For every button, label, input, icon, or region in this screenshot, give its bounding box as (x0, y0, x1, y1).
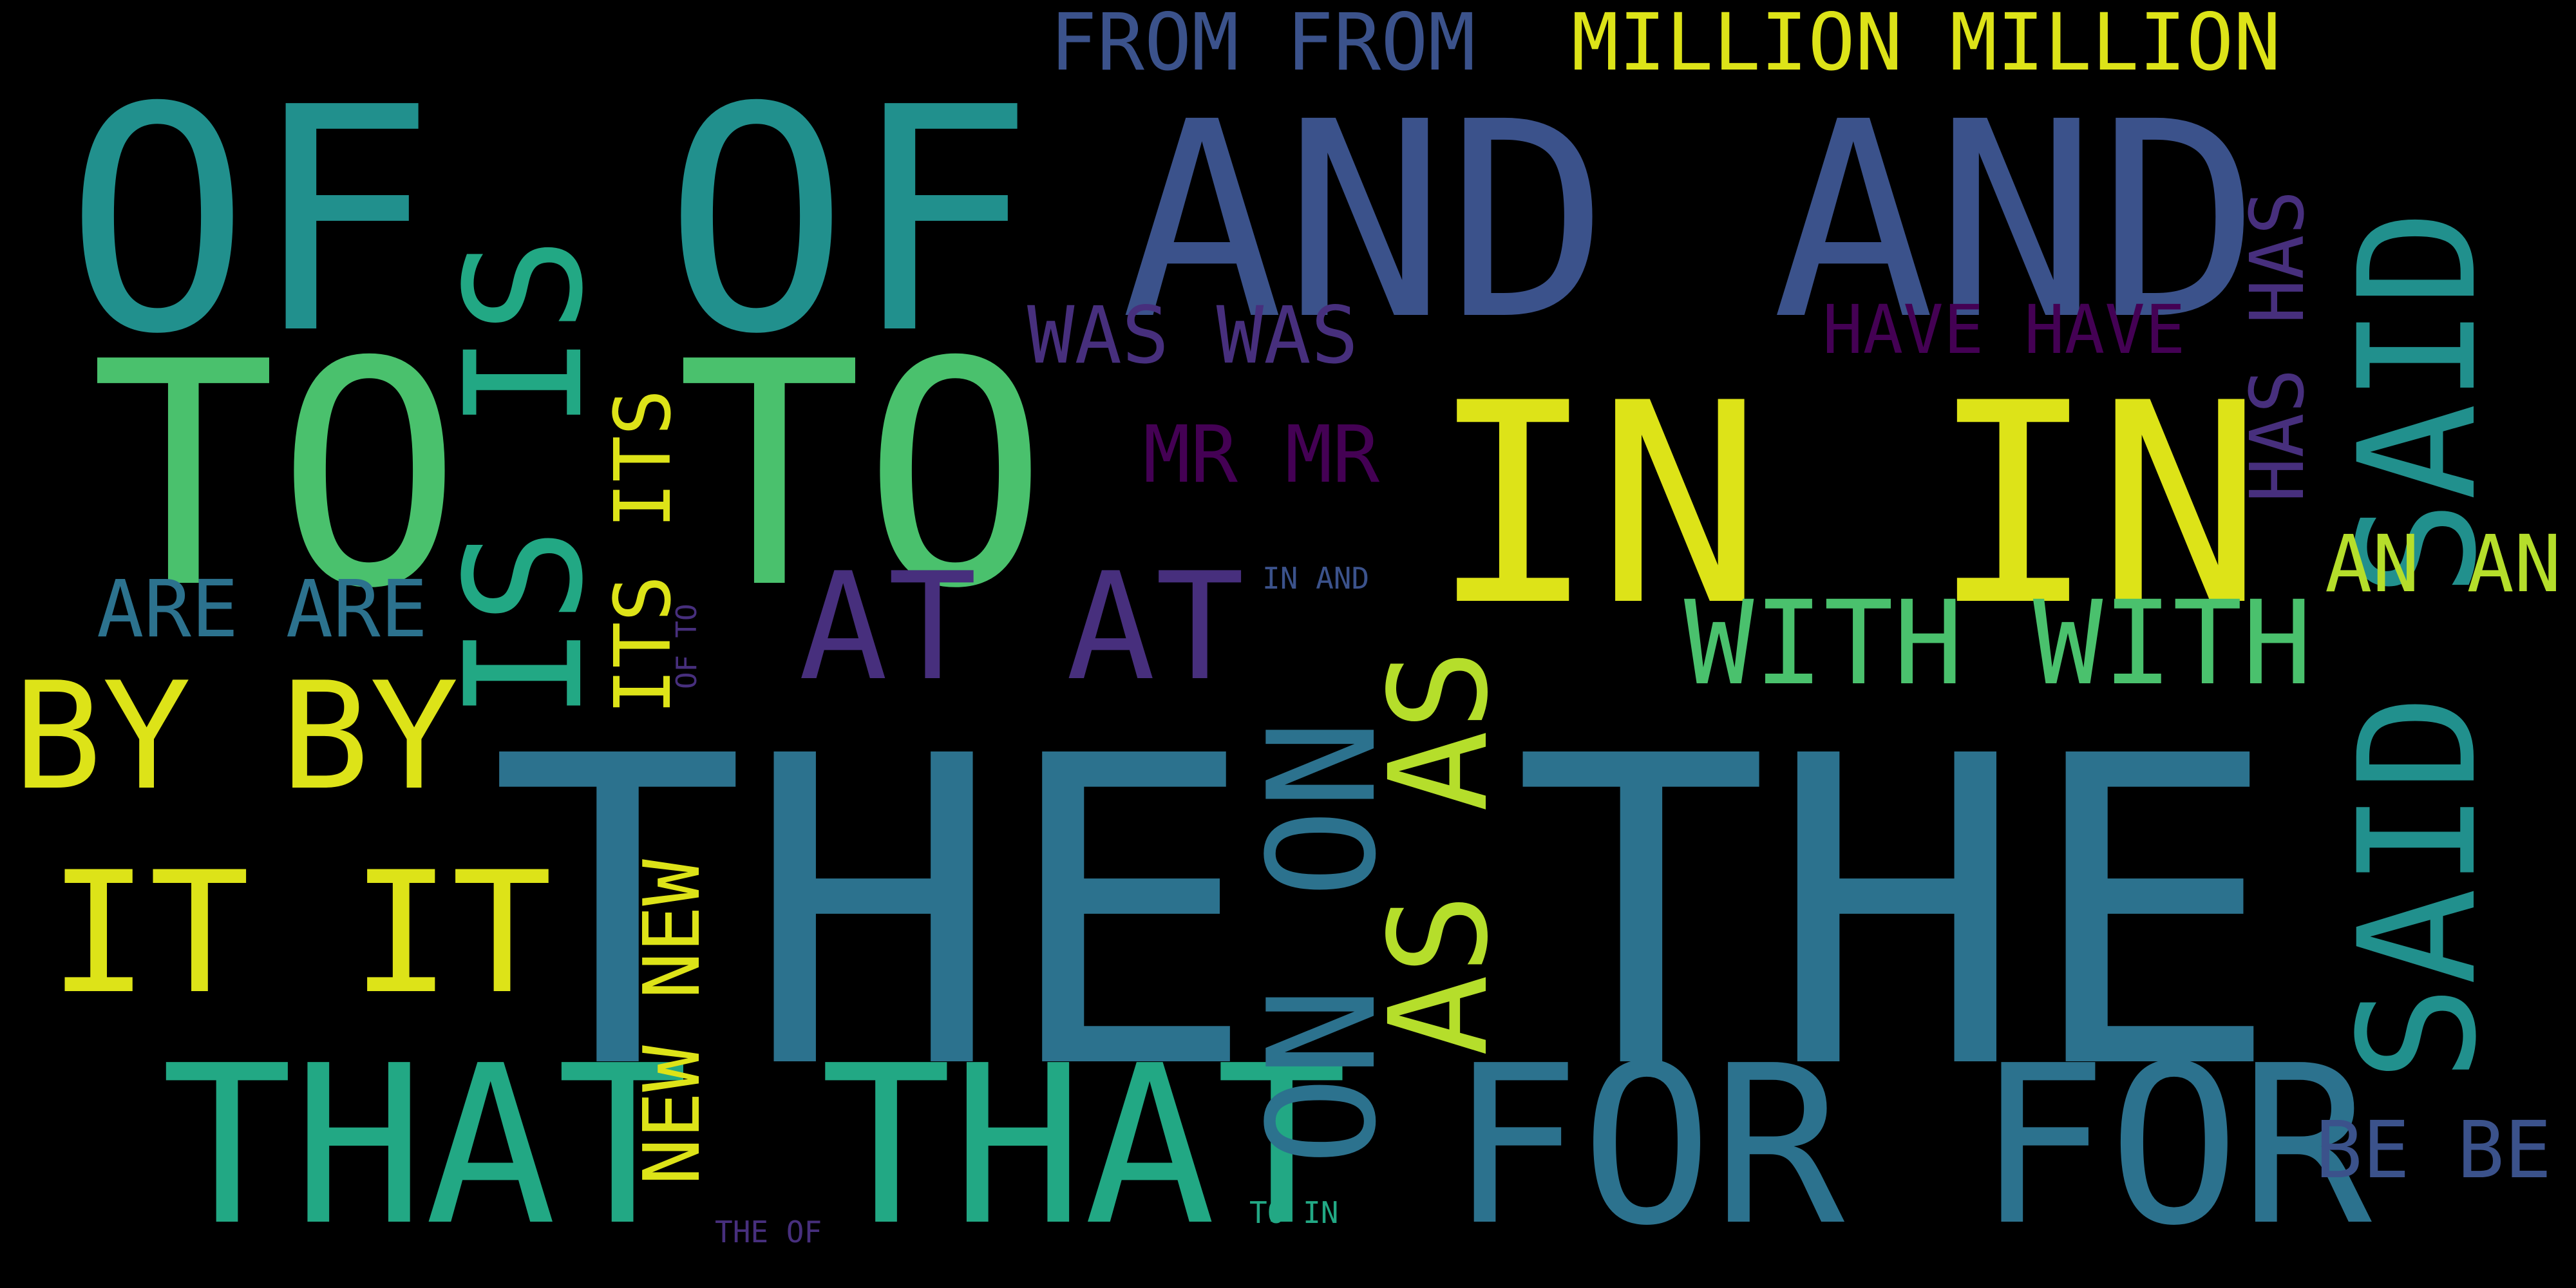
word-that-that: THAT THAT (161, 1019, 1348, 1274)
word-for-for: FOR FOR (1449, 1019, 2372, 1274)
word-was-was: WAS WAS (1027, 290, 1359, 381)
word-be-be: BE BE (2315, 1104, 2552, 1196)
word-million-million: MILLION MILLION (1571, 0, 2281, 88)
word-and-and: AND AND (1121, 64, 2261, 379)
word-of: OF (64, 42, 437, 402)
word-by-by: BY BY (13, 651, 459, 823)
word-mr-mr: MR MR (1143, 409, 1380, 500)
word-it-it: IT IT (48, 837, 553, 1031)
word-with-with: WITH WITH (1684, 576, 2313, 711)
word-of-to: OF TO (670, 603, 703, 689)
word-in-in: IN IN (1430, 345, 2264, 667)
word-from-from: FROM FROM (1050, 0, 1476, 88)
word-have-have: HAVE HAVE (1823, 290, 2186, 369)
word-the-the: THE THE (489, 667, 2281, 1162)
word-the-of: THE OF (715, 1215, 822, 1249)
word-to: TO (90, 296, 462, 656)
word-new-new: NEW NEW (628, 859, 717, 1185)
word-are-are: ARE ARE (97, 564, 428, 655)
word-is-is: IS IS (431, 236, 618, 721)
word-to-2: TO (676, 296, 1048, 656)
word-to-in: TO IN (1249, 1195, 1339, 1230)
word-as-as: AS AS (1360, 649, 1518, 1056)
word-in-and: IN AND (1262, 561, 1370, 596)
word-an-an: AN AN (2325, 518, 2562, 610)
word-of-2: OF (663, 42, 1036, 402)
word-has-has: HAS HAS (2235, 190, 2321, 502)
word-at-at: AT AT (799, 542, 1245, 714)
word-said-said: SAID SAID (2324, 209, 2512, 1082)
